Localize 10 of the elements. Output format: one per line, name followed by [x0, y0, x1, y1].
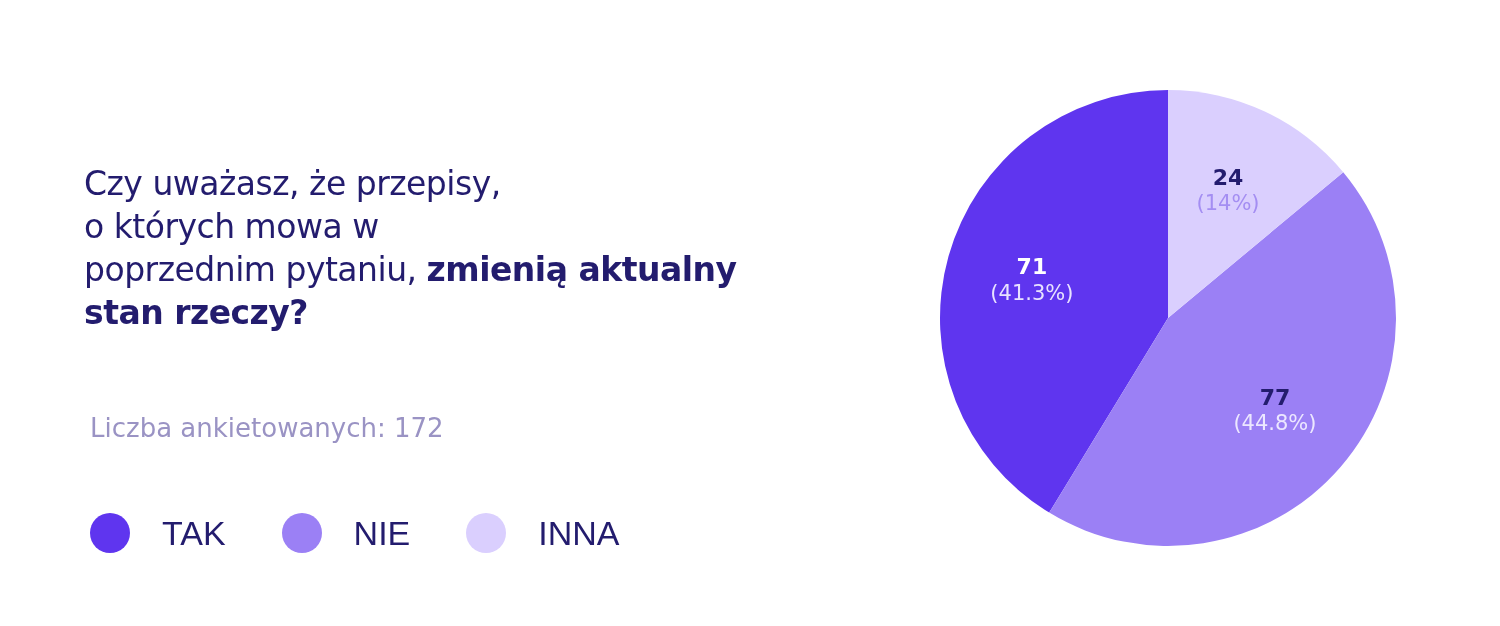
data-label: 77 (44.8%) — [1233, 384, 1317, 436]
pie-slice — [940, 90, 1168, 513]
legend-label: INNA — [538, 513, 620, 553]
legend-label: TAK — [162, 513, 226, 553]
text: Liczba ankietowanych: 172 — [90, 413, 444, 443]
legend-label: NIE — [353, 513, 411, 553]
data-label: 71 (41.3%) — [990, 254, 1074, 305]
chart-title: Czy uważasz, że przepisy, o których mowa w poprzednim pytaniu, zmienią aktualny stan rzeczy? — [84, 164, 737, 332]
pie-slice — [1168, 90, 1344, 318]
data-label: 24 (14%) — [1196, 164, 1260, 216]
